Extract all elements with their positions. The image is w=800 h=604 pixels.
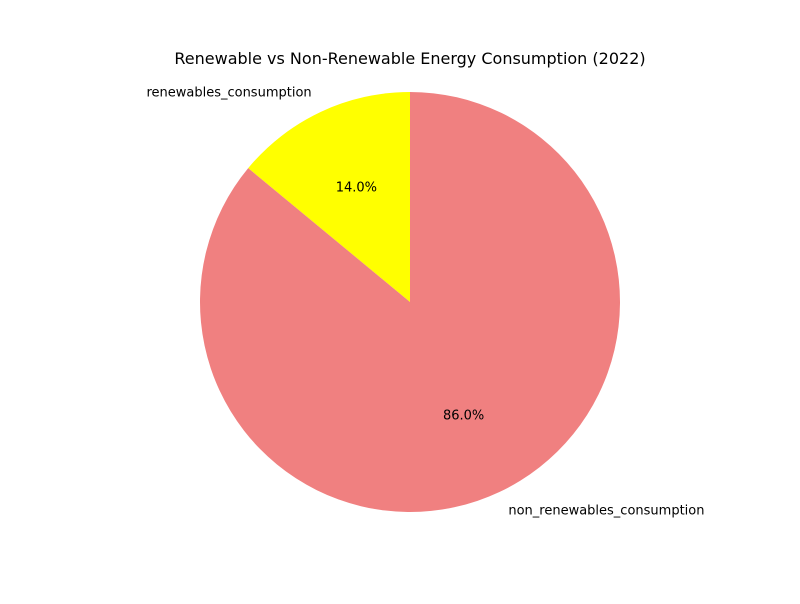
pie-slices <box>200 92 621 513</box>
chart-title: Renewable vs Non-Renewable Energy Consum… <box>174 49 645 68</box>
pie-labels: renewables_consumption 14.0% non_renewable… <box>146 85 704 518</box>
pie-slice-renewables-consumption <box>248 92 410 302</box>
pie-slice-non-renewables-consumption <box>200 92 621 513</box>
slice-percent-non-renewables-consumption: 86.0% <box>443 409 484 424</box>
slice-label-renewables-consumption: renewables_consumption <box>146 85 311 100</box>
slice-label-non-renewables-consumption: non_renewables_consumption <box>508 504 704 519</box>
slice-percent-renewables-consumption: 14.0% <box>336 180 377 195</box>
